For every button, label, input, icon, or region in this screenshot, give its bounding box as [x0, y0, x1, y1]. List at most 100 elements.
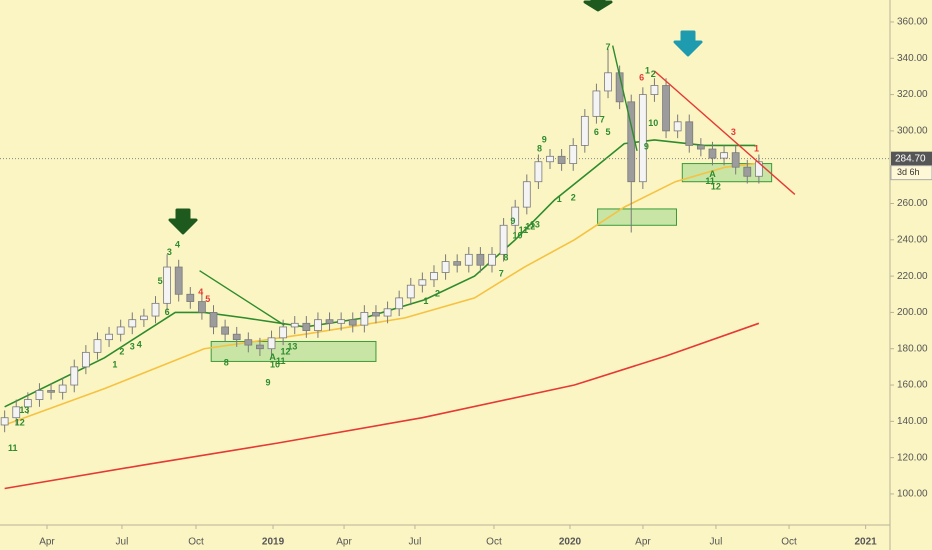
- td-count: 4: [198, 287, 203, 297]
- y-tick-label: 140.00: [897, 416, 928, 427]
- td-count: 1: [754, 143, 759, 153]
- x-tick-label: Jul: [116, 537, 129, 548]
- td-count: 3: [731, 127, 736, 137]
- candle-body: [337, 319, 346, 324]
- candle-body: [360, 312, 369, 326]
- td-count: 2: [651, 69, 656, 79]
- candle-body: [604, 72, 612, 92]
- td-count: 4: [175, 240, 180, 250]
- y-tick-label: 200.00: [897, 307, 928, 318]
- candle-body: [302, 322, 311, 331]
- x-tick-label: Apr: [39, 537, 55, 548]
- countdown-label: 3d 6h: [897, 167, 920, 177]
- candle-body: [720, 152, 728, 159]
- candle-body: [279, 326, 288, 339]
- candle-body: [696, 145, 705, 150]
- td-count: 9: [644, 142, 649, 152]
- candle-body: [267, 337, 276, 350]
- td-count: 5: [205, 294, 210, 304]
- td-count: 2: [571, 192, 576, 202]
- candle-body: [314, 319, 322, 331]
- trendline: [653, 70, 796, 195]
- candle-body: [0, 417, 9, 426]
- price-label: 284.70: [895, 153, 926, 164]
- td-count: 5: [158, 276, 163, 286]
- candle-body: [35, 390, 44, 400]
- y-tick-label: 180.00: [897, 343, 928, 354]
- y-tick-label: 260.00: [897, 198, 928, 209]
- td-count: 11: [276, 356, 286, 366]
- candle-body: [372, 312, 380, 317]
- td-count: 7: [499, 269, 504, 279]
- candle-body: [232, 333, 241, 341]
- trendline: [611, 45, 638, 152]
- y-tick-label: 120.00: [897, 452, 928, 463]
- td-count: 3: [130, 341, 135, 351]
- td-count: 7: [600, 114, 605, 124]
- td-count: 7: [606, 42, 611, 52]
- candle-body: [244, 339, 253, 346]
- moving-average: [4, 322, 760, 490]
- td-count: 6: [594, 127, 599, 137]
- candle-body: [128, 319, 137, 328]
- td-count: 2: [119, 347, 124, 357]
- trendline: [199, 270, 285, 326]
- td-count: 8: [537, 143, 542, 153]
- td-count: 12: [711, 182, 721, 192]
- candle-body: [383, 308, 392, 317]
- candle-body: [12, 406, 21, 419]
- td-count: 10: [513, 231, 523, 241]
- x-tick-label: Apr: [336, 537, 352, 548]
- candle-body: [522, 181, 531, 208]
- td-count: 1: [112, 359, 117, 369]
- candle-body: [58, 384, 67, 393]
- candle-body: [441, 261, 450, 273]
- td-count: A: [269, 352, 276, 362]
- x-tick-label: 2019: [262, 537, 285, 548]
- candle-body: [488, 253, 496, 266]
- td-count: 3: [167, 247, 172, 257]
- td-count: 11: [519, 225, 529, 235]
- candle-body: [325, 319, 334, 324]
- candle-body: [151, 302, 160, 317]
- td-count: 13: [287, 341, 297, 351]
- td-count: 9: [510, 216, 515, 226]
- candle-body: [731, 152, 740, 168]
- candle-body: [557, 155, 566, 164]
- td-count: 11: [705, 176, 715, 186]
- y-tick-label: 160.00: [897, 380, 928, 391]
- y-tick-label: 360.00: [897, 17, 928, 28]
- candle-body: [453, 261, 462, 266]
- candle-body: [476, 253, 485, 266]
- x-tick-label: Jul: [710, 537, 723, 548]
- candle-body: [81, 351, 90, 368]
- candle-body: [290, 322, 299, 328]
- td-count: 5: [606, 127, 611, 137]
- td-count: 12: [525, 221, 535, 231]
- td-count: 1: [423, 296, 428, 306]
- td-count: 13: [19, 405, 29, 415]
- td-count: 12: [280, 347, 290, 357]
- candle-body: [209, 312, 218, 328]
- candle-body: [580, 115, 589, 146]
- candle-body: [418, 279, 427, 286]
- candle-body: [534, 161, 543, 183]
- candle-body: [464, 253, 473, 266]
- x-tick-label: 2021: [855, 537, 878, 548]
- candle-body: [685, 121, 694, 146]
- td-count: 6: [639, 73, 644, 83]
- y-tick-label: 320.00: [897, 89, 928, 100]
- td-count: 6: [165, 307, 170, 317]
- candle-body: [511, 206, 520, 226]
- countdown-badge: [890, 165, 932, 181]
- y-tick-label: 240.00: [897, 234, 928, 245]
- price-badge: [891, 151, 932, 166]
- candle-body: [163, 266, 171, 304]
- candle-body: [47, 390, 55, 393]
- candle-body: [743, 166, 752, 177]
- td-count: 11: [8, 443, 18, 453]
- candle-body: [406, 284, 415, 299]
